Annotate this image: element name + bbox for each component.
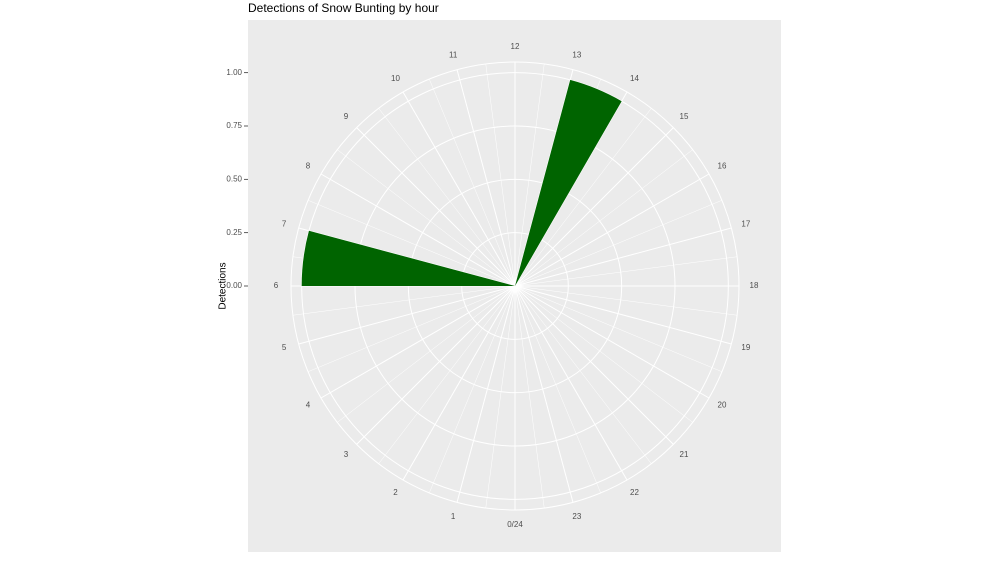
x-tick-label: 12 bbox=[511, 42, 520, 51]
x-tick-label: 4 bbox=[306, 401, 311, 410]
grid-line bbox=[514, 285, 732, 345]
y-tick-label: 0.25 bbox=[226, 228, 242, 237]
minor-grid-line bbox=[485, 285, 516, 509]
grid-line bbox=[514, 285, 674, 445]
minor-grid-line bbox=[292, 285, 516, 316]
minor-grid-line bbox=[514, 285, 545, 509]
chart-title: Detections of Snow Bunting by hour bbox=[248, 1, 439, 15]
minor-grid-line bbox=[378, 285, 516, 464]
minor-grid-line bbox=[429, 78, 516, 287]
minor-grid-line bbox=[514, 256, 738, 287]
minor-grid-line bbox=[514, 285, 738, 316]
x-tick-label: 9 bbox=[344, 112, 349, 121]
x-tick-label: 22 bbox=[630, 488, 639, 497]
grid-line bbox=[320, 285, 516, 399]
minor-grid-line bbox=[514, 149, 693, 287]
y-tick-label: 0.00 bbox=[226, 281, 242, 290]
grid-line bbox=[356, 285, 516, 445]
grid-line bbox=[514, 285, 710, 399]
x-tick-label: 15 bbox=[680, 112, 689, 121]
bar bbox=[515, 79, 622, 286]
x-tick-label: 7 bbox=[282, 219, 287, 228]
grid-line bbox=[356, 127, 516, 287]
x-tick-label: 14 bbox=[630, 74, 639, 83]
minor-grid-line bbox=[485, 63, 516, 287]
x-tick-label: 1 bbox=[451, 512, 456, 521]
y-axis-title: Detections bbox=[218, 262, 229, 309]
grid-line bbox=[514, 227, 732, 287]
bar bbox=[301, 230, 515, 286]
grid-line bbox=[514, 285, 574, 503]
minor-grid-line bbox=[337, 285, 516, 423]
x-tick-label: 13 bbox=[572, 50, 581, 59]
x-tick-label: 5 bbox=[282, 343, 287, 352]
grid-line bbox=[298, 285, 516, 345]
x-tick-label: 20 bbox=[718, 401, 727, 410]
y-tick-label: 0.75 bbox=[226, 121, 242, 130]
x-tick-label: 3 bbox=[344, 450, 349, 459]
x-tick-label: 17 bbox=[741, 219, 750, 228]
y-tick-label: 1.00 bbox=[226, 68, 242, 77]
grid-line bbox=[320, 173, 516, 287]
minor-grid-line bbox=[429, 285, 516, 494]
minor-grid-line bbox=[337, 149, 516, 287]
minor-grid-line bbox=[514, 285, 652, 464]
x-tick-label: 8 bbox=[306, 162, 311, 171]
x-tick-label: 2 bbox=[393, 488, 398, 497]
grid-line bbox=[456, 285, 516, 503]
x-tick-label: 23 bbox=[572, 512, 581, 521]
minor-grid-line bbox=[307, 200, 516, 287]
minor-grid-line bbox=[514, 285, 723, 372]
x-tick-label: 10 bbox=[391, 74, 400, 83]
minor-grid-line bbox=[378, 108, 516, 287]
grid-line bbox=[514, 127, 674, 287]
minor-grid-line bbox=[514, 285, 693, 423]
minor-grid-line bbox=[514, 63, 545, 287]
minor-grid-line bbox=[307, 285, 516, 372]
grid-line bbox=[402, 285, 516, 481]
x-tick-label: 18 bbox=[750, 281, 759, 290]
grid-line bbox=[514, 285, 628, 481]
y-tick-label: 0.50 bbox=[226, 174, 242, 183]
minor-grid-line bbox=[514, 200, 723, 287]
grid-line bbox=[402, 91, 516, 287]
x-tick-label: 19 bbox=[741, 343, 750, 352]
x-tick-label: 11 bbox=[449, 50, 458, 59]
minor-grid-line bbox=[514, 285, 601, 494]
x-tick-label: 6 bbox=[274, 281, 279, 290]
x-tick-label: 16 bbox=[718, 162, 727, 171]
x-tick-label: 21 bbox=[680, 450, 689, 459]
minor-grid-line bbox=[514, 108, 652, 287]
x-tick-label: 0/24 bbox=[507, 520, 523, 529]
grid-line bbox=[456, 69, 516, 287]
grid-line bbox=[514, 173, 710, 287]
